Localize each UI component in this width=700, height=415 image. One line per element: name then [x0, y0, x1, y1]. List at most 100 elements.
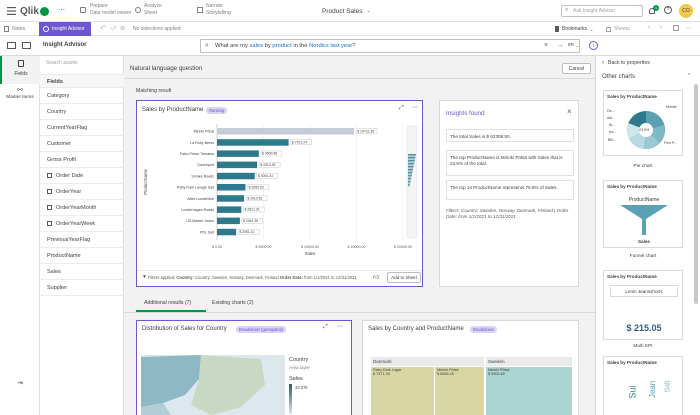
- back-to-properties[interactable]: ‹ Back to properties: [602, 60, 650, 66]
- prepare-icon: [80, 7, 86, 13]
- add-to-sheet-button[interactable]: Add to sheet: [387, 272, 421, 283]
- field-item-label: Order Date: [56, 173, 84, 179]
- sales-by-productname-card[interactable]: Sales by ProductName Ranking ⤢ ⋯ $ 0.00 $…: [136, 100, 423, 287]
- question-input[interactable]: ⌕ What are my sales by product in the No…: [200, 39, 580, 53]
- field-item-label: Category: [47, 93, 70, 99]
- prepare-label: Prepare: [90, 3, 108, 9]
- scroll-overview-bar: [408, 184, 410, 185]
- collapse-icon[interactable]: ⌃: [687, 73, 692, 79]
- notifications-icon[interactable]: 1: [648, 5, 659, 17]
- menu-icon[interactable]: [6, 5, 16, 17]
- submit-arrow-icon[interactable]: →: [557, 42, 564, 49]
- tabs-divider: [124, 312, 595, 313]
- distribution-card[interactable]: Distribution of Sales for Country Breakd…: [136, 320, 352, 415]
- field-item[interactable]: CurrentYearFlag: [40, 120, 124, 136]
- selections-back-icon[interactable]: ⤺: [100, 25, 107, 31]
- treemap-cell[interactable]: Raby Dark Lager $ 7471.26: [371, 367, 434, 415]
- close-icon[interactable]: ×: [567, 107, 572, 116]
- multi-kpi-thumbnail[interactable]: Sales by ProductName Lenin Jeansshorts $…: [603, 270, 683, 340]
- field-item[interactable]: Order Date: [40, 168, 124, 184]
- like-icon[interactable]: 👍︎: [373, 275, 380, 281]
- language-select[interactable]: en ⌄: [568, 42, 579, 48]
- assets-search-input[interactable]: Search assets: [46, 60, 120, 70]
- tab-narrate[interactable]: Narrate Storytelling: [196, 0, 252, 22]
- pie-chart: [626, 111, 665, 150]
- category-label: Falco Flavor Tomatos: [180, 152, 214, 156]
- map-area[interactable]: [141, 355, 285, 415]
- expand-rail-icon[interactable]: ⇥: [17, 380, 23, 387]
- treemap-cell[interactable]: Mirinki Pölsä $ 5904.60: [486, 367, 572, 415]
- map-legend-sub: Area layer: [289, 365, 310, 370]
- pie-chart-thumbnail[interactable]: Sales by ProductName 23.5% Mirinki De...…: [603, 90, 683, 156]
- top-bar: Qlik ⋯ Prepare Data model viewer Analyze…: [0, 0, 700, 22]
- toggle-left-panel-icon[interactable]: [7, 42, 16, 49]
- qlik-logo[interactable]: Qlik: [20, 4, 49, 18]
- more-options-icon[interactable]: ⋯: [337, 324, 343, 330]
- sheet-prev-icon[interactable]: ‹: [648, 25, 650, 31]
- chart-footer-divider: [137, 270, 422, 271]
- bookmarks-label: Bookmarks: [562, 26, 588, 32]
- field-item[interactable]: Supplier: [40, 280, 124, 296]
- insight-advisor-button[interactable]: Insight Advisor: [39, 22, 91, 36]
- field-item[interactable]: Category: [40, 88, 124, 104]
- rail-master-items[interactable]: ⚯ Master items: [0, 84, 40, 106]
- sheets-button[interactable]: Sheets: [606, 24, 640, 34]
- rail-fields[interactable]: Fields: [0, 56, 40, 84]
- bell-icon: [649, 8, 655, 14]
- notes-button[interactable]: Notes: [4, 24, 34, 34]
- avatar-initials: CO: [682, 8, 690, 14]
- notes-icon: [4, 26, 9, 32]
- selections-forward-icon[interactable]: ⤻: [110, 25, 117, 31]
- tab-existing-charts[interactable]: Existing charts (2): [212, 300, 254, 306]
- toggle-layout-icon[interactable]: [22, 42, 31, 49]
- bar: [217, 139, 289, 146]
- funnel-chart-thumbnail[interactable]: Sales by ProductName ProductName Sales: [603, 180, 683, 248]
- expand-icon[interactable]: ⤢: [399, 105, 404, 111]
- pie-chart-caption: Pie chart: [633, 164, 653, 169]
- scroll-overview-bar: [408, 182, 411, 184]
- expand-icon[interactable]: ⤢: [323, 324, 328, 330]
- info-icon[interactable]: i: [589, 41, 598, 50]
- bookmarks-button[interactable]: Bookmarks ⌄: [555, 24, 603, 34]
- cancel-button[interactable]: Cancel: [562, 63, 591, 74]
- field-item-label: Gross Profit: [47, 157, 77, 163]
- app-name-dropdown[interactable]: Product Sales ⌄: [322, 5, 371, 17]
- field-item[interactable]: Customer: [40, 136, 124, 152]
- more-options-icon[interactable]: ⋯: [412, 105, 418, 111]
- scroll-overview-bar: [408, 158, 416, 160]
- word-cloud-thumbnail[interactable]: Sales by ProductName Sui Jean Salt: [603, 356, 683, 415]
- distribution-title: Distribution of Sales for Country: [142, 326, 227, 332]
- field-item[interactable]: OrderYear: [40, 184, 124, 200]
- panel-scrollbar[interactable]: [694, 84, 698, 304]
- field-item[interactable]: PreviousYearFlag: [40, 232, 124, 248]
- field-item[interactable]: OrderYearWeek: [40, 216, 124, 232]
- field-item[interactable]: Sales: [40, 264, 124, 280]
- field-item[interactable]: Gross Profit: [40, 152, 124, 168]
- field-item[interactable]: Country: [40, 104, 124, 120]
- help-icon[interactable]: ?: [664, 6, 672, 14]
- selections-clear-icon[interactable]: ⊘: [120, 26, 126, 32]
- value-label: $ 2621.31: [245, 208, 260, 212]
- sheet-grid-icon[interactable]: [673, 25, 679, 31]
- clear-icon[interactable]: ×: [544, 42, 549, 49]
- scroll-overview-bar: [408, 167, 414, 169]
- chevron-down-icon: ⌄: [366, 8, 371, 14]
- field-item[interactable]: OrderYearMonth: [40, 200, 124, 216]
- query-token-dimension: product: [272, 43, 292, 49]
- section-title: Natural language question: [130, 65, 203, 72]
- narrate-label: Narrate: [206, 3, 223, 9]
- tab-prepare[interactable]: Prepare Data model viewer: [76, 0, 132, 22]
- tab-additional-results[interactable]: Additional results (7): [144, 300, 191, 306]
- toolbar-secondary: Notes Insight Advisor ⤺ ⤻ ⊘ No selection…: [0, 22, 700, 36]
- avatar[interactable]: CO: [679, 4, 693, 18]
- sales-by-country-card[interactable]: Sales by Country and ProductName Breakdo…: [362, 320, 579, 415]
- sheet-more-icon[interactable]: ⋯: [686, 26, 692, 32]
- treemap-cell[interactable]: Mirinki Pölsä $ 6558.45: [435, 367, 484, 415]
- tab-analyze[interactable]: Analyze Sheet: [134, 0, 184, 22]
- sheet-next-icon[interactable]: ›: [660, 25, 662, 31]
- more-menu-icon[interactable]: ⋯: [58, 7, 65, 14]
- bar: [217, 184, 246, 191]
- ask-insight-search[interactable]: ⌕ Ask Insight Advisor: [561, 5, 643, 17]
- field-item[interactable]: ProductName: [40, 248, 124, 264]
- field-item-label: OrderYear: [56, 189, 82, 195]
